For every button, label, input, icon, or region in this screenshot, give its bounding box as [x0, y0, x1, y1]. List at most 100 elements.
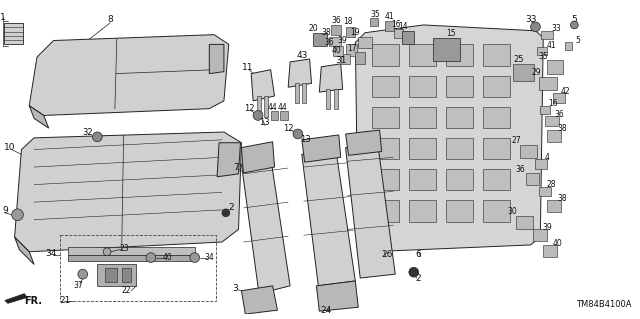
- Ellipse shape: [253, 111, 263, 120]
- Text: 27: 27: [511, 136, 521, 145]
- Ellipse shape: [222, 209, 230, 217]
- Text: 5: 5: [572, 15, 577, 24]
- Text: 10: 10: [4, 143, 15, 152]
- Bar: [446, 138, 473, 159]
- Bar: [446, 76, 473, 97]
- Bar: [68, 255, 195, 261]
- Text: 6: 6: [416, 250, 422, 259]
- Text: 4: 4: [545, 153, 550, 162]
- Bar: [446, 44, 473, 66]
- Text: 1: 1: [0, 13, 6, 22]
- Text: 19: 19: [351, 28, 360, 37]
- Ellipse shape: [103, 248, 111, 256]
- Bar: [564, 42, 572, 50]
- Bar: [446, 169, 473, 190]
- Bar: [540, 106, 550, 114]
- Ellipse shape: [12, 209, 24, 221]
- Polygon shape: [251, 70, 275, 101]
- Text: 33: 33: [525, 15, 536, 24]
- Bar: [394, 29, 403, 38]
- Polygon shape: [302, 150, 355, 286]
- Bar: [446, 107, 473, 128]
- Bar: [358, 37, 372, 48]
- Bar: [534, 229, 547, 241]
- Text: 11: 11: [241, 63, 253, 72]
- Bar: [540, 77, 557, 90]
- Bar: [314, 33, 327, 46]
- Bar: [409, 44, 436, 66]
- Text: 39: 39: [338, 36, 348, 45]
- Bar: [302, 83, 306, 103]
- Bar: [122, 268, 131, 282]
- Text: 16: 16: [548, 99, 558, 108]
- Polygon shape: [241, 157, 290, 293]
- Bar: [370, 18, 378, 26]
- Text: 36: 36: [515, 165, 525, 174]
- Bar: [372, 107, 399, 128]
- Bar: [409, 138, 436, 159]
- Polygon shape: [241, 286, 278, 314]
- Ellipse shape: [146, 253, 156, 263]
- Bar: [385, 21, 394, 31]
- Bar: [355, 52, 365, 64]
- Bar: [538, 47, 547, 55]
- Polygon shape: [355, 25, 543, 252]
- Text: 15: 15: [446, 29, 456, 38]
- Polygon shape: [29, 106, 49, 128]
- Bar: [402, 31, 413, 44]
- Bar: [446, 200, 473, 222]
- Text: 44: 44: [268, 103, 278, 112]
- Text: 44: 44: [278, 103, 287, 112]
- Text: 39: 39: [542, 223, 552, 232]
- Text: 35: 35: [538, 52, 548, 61]
- Polygon shape: [5, 293, 28, 303]
- Ellipse shape: [531, 22, 540, 32]
- Bar: [331, 25, 340, 35]
- Bar: [280, 111, 288, 120]
- Bar: [483, 200, 510, 222]
- Text: 8: 8: [107, 15, 113, 24]
- Bar: [547, 60, 563, 74]
- Ellipse shape: [93, 132, 102, 142]
- Bar: [295, 83, 299, 103]
- Text: 38: 38: [321, 28, 331, 37]
- Text: 3: 3: [233, 284, 239, 293]
- Bar: [4, 23, 24, 44]
- Text: 5: 5: [575, 36, 580, 45]
- Bar: [97, 264, 136, 286]
- Polygon shape: [346, 144, 396, 278]
- Text: 12: 12: [283, 124, 293, 133]
- Bar: [409, 200, 436, 222]
- Bar: [483, 138, 510, 159]
- Text: 7: 7: [233, 163, 239, 172]
- Bar: [372, 200, 399, 222]
- Text: 42: 42: [561, 87, 570, 96]
- Bar: [105, 268, 117, 282]
- Polygon shape: [288, 59, 312, 87]
- Text: FR.: FR.: [24, 296, 42, 307]
- Bar: [513, 64, 534, 81]
- Text: 43: 43: [296, 51, 307, 60]
- Text: 32: 32: [83, 129, 93, 137]
- Polygon shape: [302, 135, 340, 162]
- Text: 13: 13: [259, 118, 270, 127]
- Bar: [483, 44, 510, 66]
- Text: 33: 33: [551, 24, 561, 33]
- Bar: [553, 93, 564, 103]
- Text: 28: 28: [547, 180, 556, 189]
- Bar: [483, 169, 510, 190]
- Text: 12: 12: [244, 104, 255, 113]
- Bar: [346, 44, 357, 56]
- Polygon shape: [241, 142, 275, 173]
- Bar: [433, 38, 461, 61]
- Text: 34: 34: [45, 249, 56, 258]
- Ellipse shape: [78, 269, 88, 279]
- Bar: [372, 138, 399, 159]
- Bar: [540, 187, 551, 196]
- Text: 37: 37: [73, 281, 83, 290]
- Text: 2: 2: [416, 274, 421, 283]
- Bar: [525, 173, 540, 185]
- Polygon shape: [15, 132, 241, 252]
- Bar: [372, 44, 399, 66]
- Text: 40: 40: [553, 239, 563, 248]
